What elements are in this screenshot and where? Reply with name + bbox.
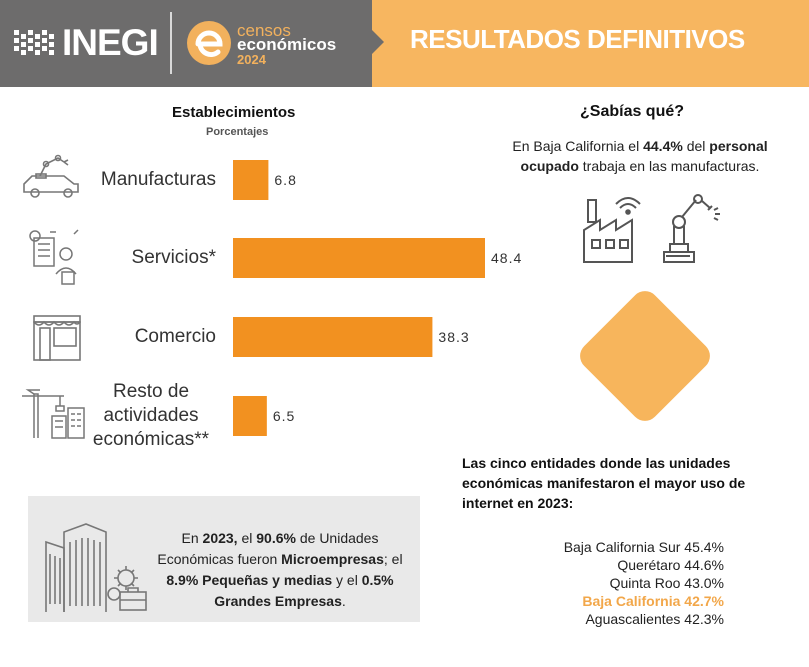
chart-subtitle: Porcentajes xyxy=(206,126,269,138)
bar-0 xyxy=(233,160,269,200)
micro-text-part: En xyxy=(181,530,203,546)
storefront-icon xyxy=(33,315,81,361)
micro-microempresas: Microempresas xyxy=(281,551,384,567)
census-logo-year: 2024 xyxy=(237,52,266,67)
micro-text-part: el xyxy=(237,530,257,546)
header-left-panel xyxy=(0,0,372,87)
micro-text-part: ; el xyxy=(383,551,403,567)
services-worker-icon xyxy=(29,229,79,285)
category-label-resto: Resto de actividades económicas** xyxy=(80,380,222,452)
sabias-text-part: del xyxy=(682,138,710,154)
decorative-diamond xyxy=(574,285,716,427)
list-item: Querétaro 44.6% xyxy=(617,557,724,573)
micro-grandes: 0.5% Grandes Empresas xyxy=(214,572,394,609)
bar-1 xyxy=(233,238,485,278)
bar-chart: 6.8 48.4 38.3 6.5 xyxy=(233,160,522,436)
inegi-logo-text: INEGI xyxy=(62,22,159,63)
micro-text-part: de Unidades Económicas fueron xyxy=(157,530,379,567)
header-right-panel xyxy=(372,0,809,87)
factory-wifi-icon xyxy=(583,197,641,263)
micro-pequenas-medias: 8.9% Pequeñas y medias xyxy=(166,572,333,588)
sabias-que-title: ¿Sabías qué? xyxy=(580,103,685,120)
census-logo-line1: censos xyxy=(237,21,291,40)
category-label-resto-line1: Resto de xyxy=(112,381,190,402)
header-notch xyxy=(372,30,384,54)
company-size-text: En 2023, el 90.6% de Unidades Económicas… xyxy=(150,528,410,612)
sabias-text-part: trabaja en las manufacturas. xyxy=(578,158,760,174)
sabias-text-part: En Baja California el xyxy=(512,138,644,154)
category-label-servicios: Servicios* xyxy=(131,247,216,268)
category-label-manufacturas: Manufacturas xyxy=(100,169,216,190)
chart-title: Establecimientos xyxy=(172,104,296,121)
list-item: Baja California Sur 45.4% xyxy=(563,539,724,555)
sabias-que-text: En Baja California el 44.4% del personal… xyxy=(490,136,790,176)
bar-value-label-1: 48.4 xyxy=(491,250,522,266)
header-divider xyxy=(170,12,172,74)
sabias-percentage: 44.4% xyxy=(643,138,683,154)
bar-value-label-2: 38.3 xyxy=(438,329,469,345)
bar-3 xyxy=(233,396,267,436)
internet-use-title: Las cinco entidades donde las unidades e… xyxy=(462,455,746,511)
bar-2 xyxy=(233,317,433,357)
census-logo-line2: económicos xyxy=(237,35,337,54)
page-title: RESULTADOS DEFINITIVOS xyxy=(410,24,745,54)
buildings-gears-icon xyxy=(45,523,147,612)
robot-car-icon xyxy=(23,154,79,198)
micro-text-part: . xyxy=(341,593,346,609)
bar-value-label-0: 6.8 xyxy=(274,172,296,188)
micro-text-part: y el xyxy=(332,572,362,588)
inegi-dots-logo-icon xyxy=(14,30,54,55)
category-label-comercio: Comercio xyxy=(134,326,216,347)
category-label-resto-line3: económicas** xyxy=(92,429,210,450)
list-item: Aguascalientes 42.3% xyxy=(585,611,724,627)
construction-icon xyxy=(22,389,85,439)
censos-logo-icon xyxy=(187,21,231,65)
micro-percentage: 90.6% xyxy=(256,530,296,546)
category-label-resto-line2: actividades xyxy=(103,405,199,426)
micro-year: 2023, xyxy=(202,530,238,546)
list-item: Quinta Roo 43.0% xyxy=(609,575,724,591)
list-item-highlighted: Baja California 42.7% xyxy=(582,593,724,609)
sabias-personal-ocupado: personal ocupado xyxy=(520,138,768,174)
bar-value-label-3: 6.5 xyxy=(273,408,295,424)
internet-use-list: Baja California Sur 45.4% Querétaro 44.6… xyxy=(470,538,724,628)
robot-arm-icon xyxy=(663,194,720,263)
